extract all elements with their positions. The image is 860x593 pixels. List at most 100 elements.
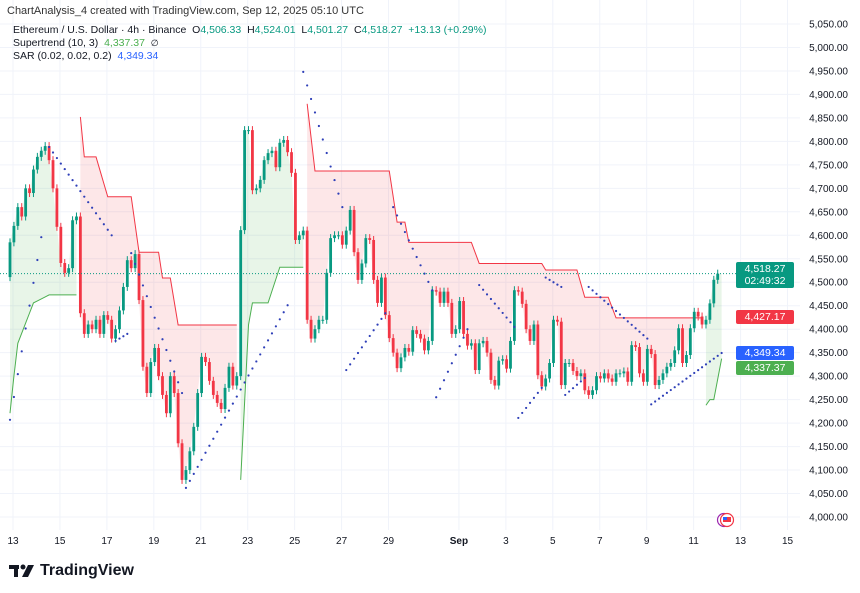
sar-dot (278, 318, 281, 321)
candle-body (266, 153, 270, 161)
sar-dot (540, 386, 543, 389)
sar-dot (415, 255, 418, 259)
sar-dot (532, 396, 536, 399)
sar-legend[interactable]: SAR (0.02, 0.02, 0.2) 4,349.34 (13, 50, 158, 62)
sar-dot (302, 70, 305, 73)
candle-body (411, 330, 415, 352)
candle-body (133, 254, 137, 269)
candle-body (622, 371, 626, 374)
sar-dot (349, 363, 352, 366)
last-price-label: 4,518.27 02:49:32 (736, 262, 794, 288)
time-tick-label: Sep (450, 536, 468, 547)
events-flag-icon[interactable] (716, 512, 735, 528)
candle-body (90, 324, 94, 330)
price-tick-label: 4,200.00 (809, 419, 848, 430)
candle-body (317, 319, 321, 330)
sar-dot (427, 280, 430, 284)
sar-dot (220, 423, 223, 426)
sar-dot (153, 316, 156, 319)
sar-dot (266, 339, 270, 342)
symbol-name[interactable]: Ethereum / U.S. Dollar · 4h · Binance (13, 24, 187, 36)
price-axis[interactable]: 5,050.00 5,000.00 4,950.00 4,900.00 4,850.00… (809, 20, 848, 524)
sar-dot (568, 390, 571, 393)
candle-body (489, 352, 493, 380)
candle-body (528, 329, 532, 341)
time-tick-label: 5 (550, 536, 556, 547)
candle-body (595, 376, 598, 391)
price-tick-label: 5,000.00 (809, 43, 848, 54)
candle-body (696, 311, 700, 317)
high-value: 4,524.01 (254, 24, 296, 36)
sar-dot (12, 395, 16, 399)
candle-body (165, 394, 168, 414)
candle-body (423, 338, 426, 351)
sar-dot (251, 367, 254, 370)
price-tick-label: 4,850.00 (809, 113, 848, 124)
candle-body (102, 315, 106, 334)
sar-dot (431, 289, 434, 292)
sar-dot (556, 283, 559, 286)
sar-dot (654, 400, 657, 403)
candle-body (532, 324, 536, 341)
sar-dot (583, 376, 586, 380)
candle-body (466, 333, 469, 346)
sar-dot (650, 403, 653, 406)
open-value: 4,506.33 (200, 24, 242, 36)
time-tick-label: 9 (644, 536, 650, 547)
candle-body (157, 347, 160, 377)
time-tick-label: 11 (688, 536, 699, 547)
sar-value: 4,349.34 (117, 50, 159, 62)
sar-dot (28, 304, 31, 307)
price-tick-label: 4,350.00 (809, 348, 848, 359)
price-tick-label: 4,100.00 (809, 466, 848, 477)
time-tick-label: 13 (735, 536, 747, 547)
candle-body (59, 226, 63, 263)
sar-dot (321, 138, 324, 141)
sar-dot (708, 360, 711, 363)
candle-body (704, 319, 708, 325)
candle-body (454, 329, 458, 334)
sar-dot (446, 370, 450, 373)
candle-body (380, 277, 383, 303)
sar-dot (255, 360, 258, 363)
candle-body (313, 329, 317, 339)
time-tick-label: 7 (597, 536, 603, 547)
supertrend-fill-up (240, 130, 304, 480)
price-tick-label: 4,600.00 (809, 231, 848, 242)
sar-dot (55, 156, 59, 160)
supertrend-lines (9, 103, 723, 480)
candle-body (540, 375, 544, 387)
price-tick-label: 4,500.00 (809, 278, 848, 289)
price-tick-label: 4,150.00 (809, 442, 848, 453)
price-tick-label: 4,900.00 (809, 90, 848, 101)
sar-dot (603, 299, 606, 302)
candle-body (286, 139, 290, 153)
sar-label: SAR (0.02, 0.02, 0.2) (13, 50, 112, 62)
sar-dot (403, 230, 407, 234)
candle-body (642, 373, 645, 382)
candle-body (196, 393, 200, 427)
sar-dot (208, 444, 211, 447)
sar-dot (607, 303, 610, 306)
candle-body (106, 315, 110, 320)
sar-dot (259, 353, 262, 356)
sar-dot (599, 296, 602, 299)
sar-dot (333, 178, 336, 182)
candle-body (419, 333, 422, 339)
sar-dot (618, 313, 622, 316)
sar-dot (352, 357, 356, 360)
sar-dot (114, 339, 117, 343)
time-axis[interactable]: 13 15 17 19 21 23 25 27 29 Sep 3 5 7 9 11 13 15 (7, 536, 793, 547)
sar-dot (313, 111, 317, 114)
sar-dot (384, 312, 387, 315)
sar-dot (591, 289, 594, 292)
tradingview-logo[interactable]: TradingView (9, 562, 134, 580)
supertrend-legend[interactable]: Supertrend (10, 3) 4,337.37 ∅ (13, 37, 159, 49)
sar-dot (489, 297, 493, 301)
sar-dot (685, 377, 688, 380)
candle-body (614, 373, 618, 382)
candle-body (383, 277, 387, 316)
sar-dot (681, 380, 684, 383)
candle-body (434, 290, 438, 292)
